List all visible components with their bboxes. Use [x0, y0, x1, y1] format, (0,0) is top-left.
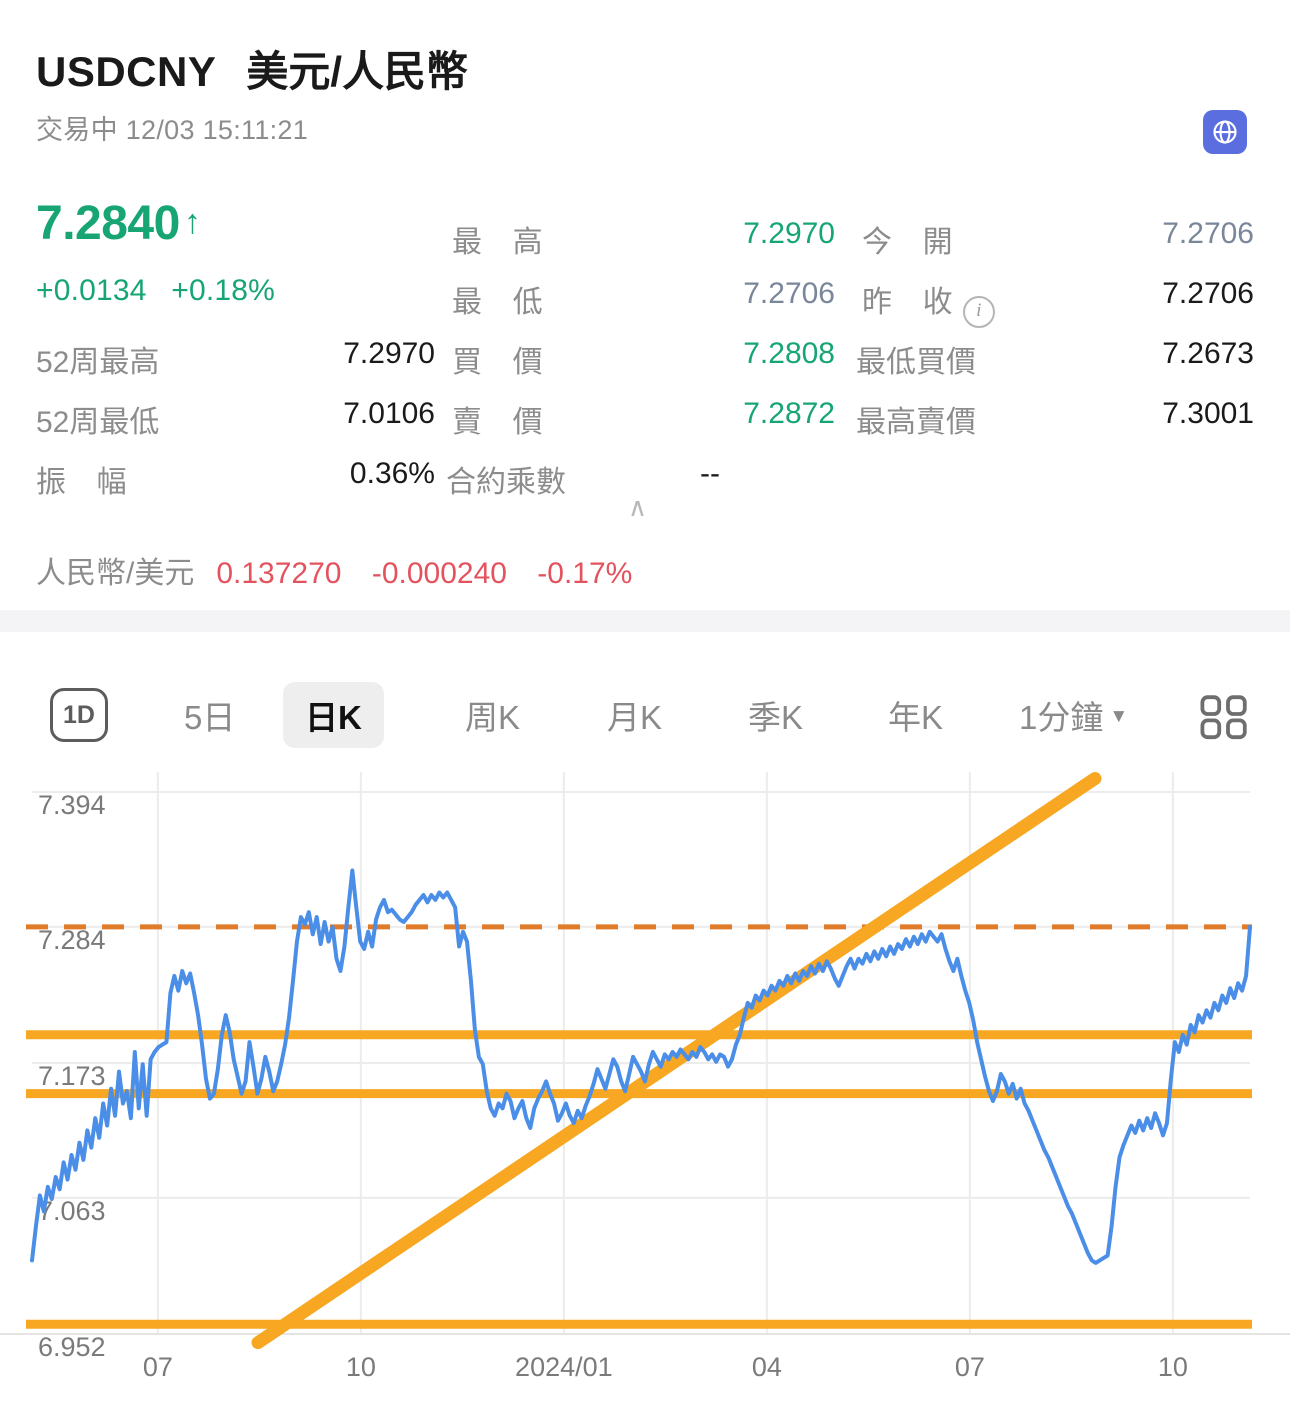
section-divider	[0, 610, 1290, 632]
price-change-block: +0.0134 +0.18%	[36, 274, 291, 308]
quote-row: 52周最低 7.0106 賣 價 7.2872 最高賣價 7.3001	[0, 385, 1290, 445]
change-absolute: +0.0134	[36, 274, 147, 307]
chart-trendline	[251, 772, 1102, 1350]
label-52w-low: 52周最低	[36, 406, 160, 439]
label-ask: 賣 價	[452, 406, 543, 439]
value-ask: 7.2872	[743, 397, 835, 430]
last-price-block: 7.2840 ↑	[36, 200, 201, 248]
chart-y-axis-labels: 7.394 7.284 7.173 7.063 6.952	[38, 790, 106, 1362]
label-highest-ask: 最高賣價	[856, 406, 976, 439]
symbol-code: USDCNY	[36, 48, 217, 95]
grid-view-icon[interactable]	[1198, 694, 1250, 740]
price-direction-arrow: ↑	[183, 203, 201, 241]
inverse-pair-row[interactable]: 人民幣/美元 0.137270 -0.000240 -0.17%	[36, 548, 654, 592]
label-high: 最 高	[452, 226, 543, 259]
label-lowest-bid: 最低買價	[856, 346, 976, 379]
label-bid: 買 價	[452, 346, 543, 379]
svg-text:7.063: 7.063	[38, 1196, 106, 1226]
value-amplitude: 0.36%	[349, 457, 435, 490]
value-highest-ask: 7.3001	[1162, 397, 1254, 430]
interval-dropdown[interactable]: 1分鐘 ▼	[1019, 682, 1128, 748]
price-chart[interactable]: 7.394 7.284 7.173 7.063 6.952 07 10 2024/01 04 0…	[0, 762, 1290, 1402]
tab-quarterk[interactable]: 季K	[748, 699, 804, 736]
interval-badge-1d[interactable]: 1D	[50, 688, 108, 742]
chart-gridlines	[0, 772, 1290, 1335]
quote-row: 振 幅 0.36% 合約乘數 --	[0, 445, 1290, 505]
label-52w-high: 52周最高	[36, 346, 160, 379]
quote-panel: USDCNY 美元/人民幣 交易中 12/03 15:11:21 7.2840 …	[0, 0, 1290, 610]
value-low: 7.2706	[743, 277, 835, 310]
quote-row: 52周最高 7.2970 買 價 7.2808 最低買價 7.2673	[0, 325, 1290, 385]
tab-yeark[interactable]: 年K	[888, 699, 944, 736]
globe-icon[interactable]	[1203, 110, 1247, 154]
label-amplitude: 振 幅	[36, 466, 127, 499]
svg-text:04: 04	[752, 1352, 782, 1382]
tab-5day[interactable]: 5日	[184, 699, 236, 736]
last-price: 7.2840	[36, 197, 180, 250]
chevron-down-icon: ▼	[1109, 706, 1129, 727]
svg-text:6.952: 6.952	[38, 1332, 106, 1362]
quote-row: 最 低 7.2706 昨 收 i 7.2706	[0, 265, 1290, 328]
svg-text:10: 10	[346, 1352, 376, 1382]
value-52w-low: 7.0106	[343, 397, 435, 430]
tab-monthk[interactable]: 月K	[607, 699, 663, 736]
chart-x-axis-labels: 07 10 2024/01 04 07 10	[143, 1352, 1188, 1382]
symbol-name: 美元/人民幣	[246, 48, 469, 95]
interval-dropdown-label: 1分鐘	[1019, 699, 1104, 736]
value-bid: 7.2808	[743, 337, 835, 370]
inverse-pair-values: 0.137270 -0.000240 -0.17%	[216, 557, 654, 591]
label-contract-multiplier: 合約乘數	[446, 466, 566, 499]
svg-text:07: 07	[143, 1352, 173, 1382]
svg-text:10: 10	[1158, 1352, 1188, 1382]
tab-dayk[interactable]: 日K	[283, 682, 384, 748]
label-prev-close: 昨 收	[862, 286, 953, 319]
chart-price-line	[30, 868, 1252, 1265]
svg-text:2024/01: 2024/01	[515, 1352, 613, 1382]
value-high: 7.2970	[743, 217, 835, 250]
collapse-chevron-icon[interactable]: ∧	[628, 492, 648, 522]
instrument-title: USDCNY 美元/人民幣	[36, 38, 468, 99]
tab-weekk[interactable]: 周K	[465, 699, 521, 736]
svg-text:07: 07	[955, 1352, 985, 1382]
market-status: 交易中 12/03 15:11:21	[36, 115, 309, 145]
inverse-pair-price: 0.137270	[216, 557, 342, 590]
inverse-pair-change-pct: -0.17%	[537, 557, 633, 590]
label-open: 今 開	[862, 226, 953, 259]
svg-text:7.284: 7.284	[38, 925, 106, 955]
inverse-pair-change: -0.000240	[371, 557, 507, 590]
value-open: 7.2706	[1162, 217, 1254, 250]
svg-text:7.173: 7.173	[38, 1061, 106, 1091]
info-icon[interactable]: i	[962, 296, 995, 328]
label-low: 最 低	[452, 286, 543, 319]
inverse-pair-label: 人民幣/美元	[36, 557, 195, 590]
quote-grid: 最 高 7.2970 今 開 7.2706 最 低 7.2706 昨 收 i 7.…	[0, 205, 1290, 505]
value-lowest-bid: 7.2673	[1162, 337, 1254, 370]
chart-toolbar: 1D 5日 日K 周K 月K 季K 年K 1分鐘 ▼	[0, 682, 1290, 756]
svg-text:7.394: 7.394	[38, 790, 106, 820]
change-percent: +0.18%	[171, 274, 276, 307]
quote-row: 最 高 7.2970 今 開 7.2706	[0, 205, 1290, 265]
value-52w-high: 7.2970	[343, 337, 435, 370]
value-prev-close: 7.2706	[1162, 277, 1254, 310]
value-contract-multiplier: --	[700, 457, 720, 490]
